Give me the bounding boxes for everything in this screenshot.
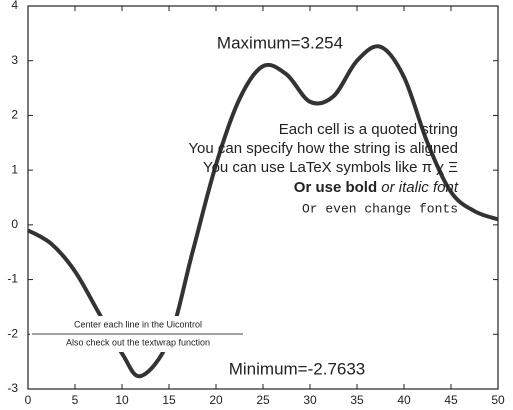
y-tick-label: -2 <box>7 326 18 340</box>
x-tick-label: 35 <box>350 393 364 407</box>
x-tick-label: 30 <box>303 393 317 407</box>
bold-text: Or use bold <box>294 179 377 196</box>
text-line: You can use LaTeX symbols like π χ Ξ <box>203 159 458 176</box>
uicontrol-line: Center each line in the Uicontrol <box>74 319 202 329</box>
y-tick-label: 4 <box>11 0 18 12</box>
x-tick-label: 40 <box>397 393 411 407</box>
x-tick-label: 20 <box>209 393 223 407</box>
x-tick-label: 10 <box>115 393 129 407</box>
uicontrol: Center each line in the Uicontrol Also c… <box>30 316 245 352</box>
y-tick-label: 1 <box>11 162 18 176</box>
text-line: You can specify how the string is aligne… <box>188 140 458 157</box>
y-tick-label: 0 <box>11 217 18 231</box>
text-line: Or even change fonts <box>302 201 458 216</box>
x-tick-label: 45 <box>444 393 458 407</box>
x-tick-label: 25 <box>256 393 270 407</box>
max-annotation: Maximum=3.254 <box>217 33 343 52</box>
x-tick-label: 0 <box>25 393 32 407</box>
italic-text: or italic font <box>381 179 459 196</box>
x-tick-label: 15 <box>162 393 176 407</box>
y-tick-label: 3 <box>11 53 18 67</box>
x-tick-label: 5 <box>72 393 79 407</box>
uicontrol-line: Also check out the textwrap function <box>66 337 210 347</box>
y-tick-label: -3 <box>7 381 18 395</box>
y-tick-label: -1 <box>7 272 18 286</box>
text-line: Or use bold or italic font <box>294 179 459 196</box>
min-annotation: Minimum=-2.7633 <box>229 359 366 378</box>
text-block: Each cell is a quoted string You can spe… <box>188 121 458 216</box>
text-line: Each cell is a quoted string <box>279 121 458 138</box>
y-tick-label: 2 <box>11 108 18 122</box>
x-tick-label: 50 <box>491 393 505 407</box>
